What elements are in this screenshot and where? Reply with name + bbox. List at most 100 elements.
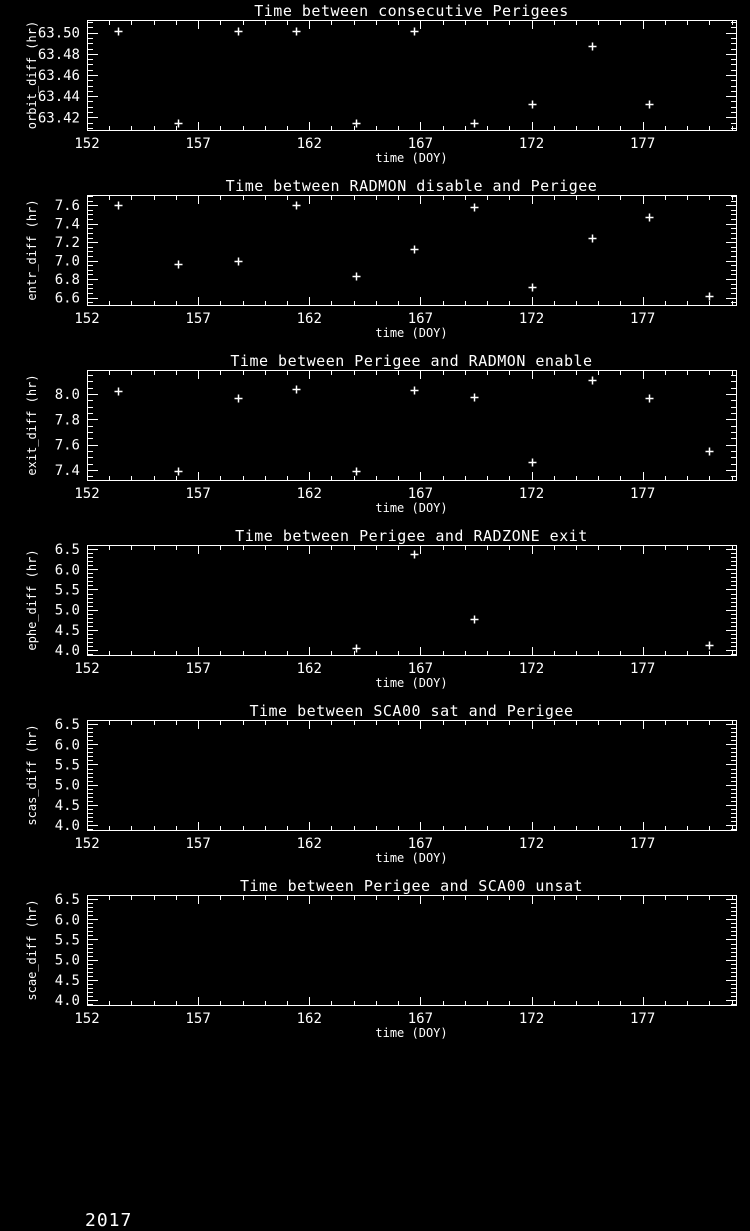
x-tick-label: 172 bbox=[519, 311, 544, 327]
axis-ticks bbox=[87, 196, 736, 305]
y-tick-label: 8.0 bbox=[55, 387, 80, 403]
x-tick-label: 167 bbox=[408, 136, 433, 152]
scatter-plot-4: Time between Perigee and RADZONE exit 152… bbox=[25, 527, 737, 690]
y-tick-label: 63.48 bbox=[38, 47, 80, 63]
y-tick-label: 5.0 bbox=[55, 603, 80, 619]
y-axis-label: scas_diff (hr) bbox=[25, 724, 39, 825]
year-label: 2017 bbox=[85, 1210, 133, 1231]
y-tick-label: 7.0 bbox=[55, 254, 80, 270]
y-tick-label: 7.4 bbox=[55, 217, 80, 233]
x-tick-label: 177 bbox=[630, 661, 655, 677]
axis-ticks bbox=[87, 545, 736, 655]
x-axis-label: time (DOY) bbox=[375, 851, 447, 865]
x-tick-label: 167 bbox=[408, 311, 433, 327]
x-tick-label: 157 bbox=[185, 486, 210, 502]
x-tick-label: 172 bbox=[519, 486, 544, 502]
y-tick-label: 7.6 bbox=[55, 438, 80, 454]
y-tick-label: 7.4 bbox=[55, 463, 80, 479]
x-tick-label: 167 bbox=[408, 1011, 433, 1027]
y-tick-label: 6.6 bbox=[55, 291, 80, 307]
y-axis-label: scae_diff (hr) bbox=[25, 899, 39, 1000]
x-tick-label: 157 bbox=[185, 1011, 210, 1027]
x-tick-label: 162 bbox=[297, 1011, 322, 1027]
x-tick-label: 152 bbox=[74, 136, 99, 152]
data-point-markers bbox=[114, 376, 714, 476]
x-axis-label: time (DOY) bbox=[375, 326, 447, 340]
y-tick-label: 6.0 bbox=[55, 562, 80, 578]
data-point-markers bbox=[352, 550, 714, 653]
x-tick-label: 152 bbox=[74, 661, 99, 677]
x-tick-label: 157 bbox=[185, 311, 210, 327]
plot-title: Time between Perigee and RADMON enable bbox=[230, 352, 592, 370]
y-tick-label: 7.2 bbox=[55, 235, 80, 251]
y-tick-label: 6.8 bbox=[55, 272, 80, 288]
y-tick-label: 5.0 bbox=[55, 778, 80, 794]
y-tick-label: 4.0 bbox=[55, 643, 80, 659]
x-tick-label: 162 bbox=[297, 661, 322, 677]
x-tick-label: 172 bbox=[519, 661, 544, 677]
y-tick-label: 63.42 bbox=[38, 110, 80, 126]
y-tick-label: 6.0 bbox=[55, 737, 80, 753]
y-tick-label: 7.8 bbox=[55, 412, 80, 428]
x-tick-label: 162 bbox=[297, 486, 322, 502]
y-axis-label: exit_diff (hr) bbox=[25, 374, 39, 475]
x-tick-label: 162 bbox=[297, 836, 322, 852]
plot-title: Time between Perigee and RADZONE exit bbox=[235, 527, 588, 545]
plot-box bbox=[87, 370, 737, 481]
y-tick-label: 4.5 bbox=[55, 623, 80, 639]
x-tick-label: 177 bbox=[630, 486, 655, 502]
x-axis-label: time (DOY) bbox=[375, 501, 447, 515]
plot-title: Time between consecutive Perigees bbox=[254, 2, 569, 20]
x-tick-label: 177 bbox=[630, 836, 655, 852]
axis-ticks bbox=[87, 371, 736, 480]
plot-box bbox=[87, 895, 737, 1006]
axis-ticks bbox=[87, 720, 736, 830]
charts-stack: Time between consecutive Perigees 152 157 1… bbox=[25, 2, 737, 1040]
x-tick-label: 167 bbox=[408, 661, 433, 677]
x-axis-label: time (DOY) bbox=[375, 151, 447, 165]
y-tick-label: 6.5 bbox=[55, 717, 80, 733]
y-tick-label: 63.50 bbox=[38, 26, 80, 42]
x-tick-label: 157 bbox=[185, 836, 210, 852]
y-tick-label: 4.0 bbox=[55, 818, 80, 834]
y-tick-label: 6.5 bbox=[55, 892, 80, 908]
y-tick-label: 5.5 bbox=[55, 582, 80, 598]
x-tick-label: 152 bbox=[74, 486, 99, 502]
scatter-plot-3: Time between Perigee and RADMON enable 15… bbox=[25, 352, 737, 515]
x-tick-label: 172 bbox=[519, 836, 544, 852]
x-tick-label: 162 bbox=[297, 136, 322, 152]
y-axis-label: ephe_diff (hr) bbox=[25, 549, 39, 650]
plot-box bbox=[87, 195, 737, 306]
y-tick-label: 4.0 bbox=[55, 993, 80, 1009]
x-tick-label: 162 bbox=[297, 311, 322, 327]
x-tick-label: 177 bbox=[630, 1011, 655, 1027]
x-tick-label: 152 bbox=[74, 836, 99, 852]
y-tick-label: 4.5 bbox=[55, 973, 80, 989]
y-axis-label: orbit_diff (hr) bbox=[25, 21, 39, 129]
x-axis-label: time (DOY) bbox=[375, 676, 447, 690]
y-tick-label: 4.5 bbox=[55, 798, 80, 814]
x-tick-label: 172 bbox=[519, 136, 544, 152]
axis-ticks bbox=[87, 21, 736, 130]
y-tick-label: 63.44 bbox=[38, 89, 80, 105]
y-tick-label: 6.5 bbox=[55, 542, 80, 558]
y-axis-label: entr_diff (hr) bbox=[25, 199, 39, 300]
plot-box bbox=[87, 720, 737, 831]
data-point-markers bbox=[114, 27, 654, 128]
plot-title: Time between SCA00 sat and Perigee bbox=[249, 702, 573, 720]
x-tick-label: 177 bbox=[630, 136, 655, 152]
plot-box bbox=[87, 20, 737, 131]
x-tick-label: 152 bbox=[74, 311, 99, 327]
x-tick-label: 157 bbox=[185, 136, 210, 152]
y-tick-label: 5.0 bbox=[55, 953, 80, 969]
x-tick-label: 157 bbox=[185, 661, 210, 677]
y-tick-label: 6.0 bbox=[55, 912, 80, 928]
scatter-plot-2: Time between RADMON disable and Perigee 1… bbox=[25, 177, 737, 340]
plot-box bbox=[87, 545, 737, 656]
x-tick-label: 152 bbox=[74, 1011, 99, 1027]
y-tick-label: 7.6 bbox=[55, 198, 80, 214]
y-tick-label: 5.5 bbox=[55, 932, 80, 948]
x-tick-label: 172 bbox=[519, 1011, 544, 1027]
x-axis-label: time (DOY) bbox=[375, 1026, 447, 1040]
